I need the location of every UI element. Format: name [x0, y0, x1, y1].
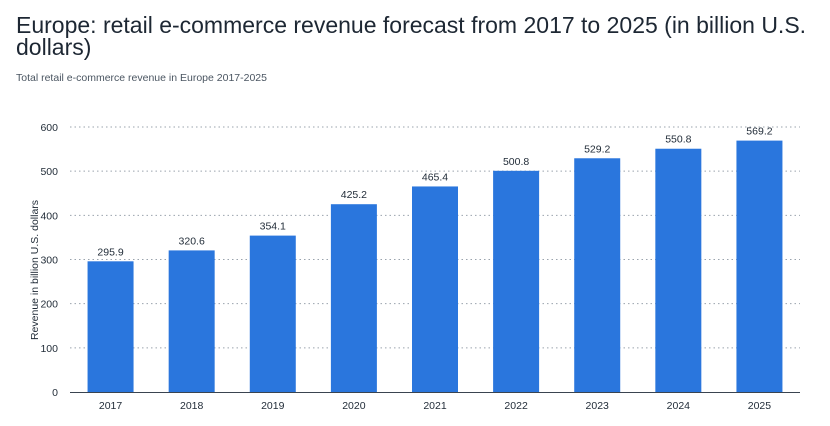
y-axis-label: Revenue in billion U.S. dollars: [29, 200, 41, 340]
chart-title: Europe: retail e-commerce revenue foreca…: [16, 12, 807, 60]
x-tick-label: 2023: [586, 400, 610, 412]
bar-2023[interactable]: [574, 158, 621, 392]
x-tick-label: 2017: [99, 400, 123, 412]
data-label: 465.4: [422, 171, 448, 183]
data-label: 354.1: [260, 221, 286, 233]
axes: 0 100 200 300 400 500 600 2017 2018 2019 2020 2021 2…: [40, 122, 800, 412]
bar-2019[interactable]: [249, 235, 296, 392]
x-tick-label: 2021: [423, 400, 447, 412]
data-labels: 295.9 320.6 354.1 425.2 465.4 500.8 529.2 550.8…: [97, 126, 772, 259]
y-tick-label: 500: [40, 166, 58, 178]
bar-2020[interactable]: [330, 204, 377, 392]
data-label: 295.9: [97, 246, 123, 258]
bar-2025[interactable]: [736, 140, 783, 392]
bar-2018[interactable]: [168, 250, 215, 392]
x-tick-label: 2024: [667, 400, 691, 412]
data-label: 529.2: [584, 143, 610, 155]
y-tick-label: 0: [52, 387, 58, 399]
x-tick-label: 2025: [748, 400, 772, 412]
bar-2024[interactable]: [655, 148, 702, 392]
x-tick-label: 2019: [261, 400, 285, 412]
data-label: 500.8: [503, 156, 529, 168]
chart-subtitle: Total retail e-commerce revenue in Europ…: [16, 72, 267, 84]
x-tick-label: 2018: [180, 400, 204, 412]
x-tick-label: 2020: [342, 400, 366, 412]
y-tick-label: 100: [40, 343, 58, 355]
bar-2021[interactable]: [412, 186, 458, 392]
y-tick-label: 200: [40, 299, 58, 311]
y-tick-label: 600: [40, 122, 58, 134]
data-label: 425.2: [341, 189, 367, 201]
x-tick-label: 2022: [504, 400, 528, 412]
y-tick-label: 400: [40, 210, 58, 222]
bars: [87, 140, 783, 392]
y-tick-label: 300: [40, 255, 58, 267]
data-label: 569.2: [746, 126, 772, 138]
data-label: 320.6: [179, 235, 205, 247]
bar-2022[interactable]: [493, 170, 540, 392]
bar-2017[interactable]: [87, 261, 134, 392]
data-label: 550.8: [665, 134, 691, 146]
